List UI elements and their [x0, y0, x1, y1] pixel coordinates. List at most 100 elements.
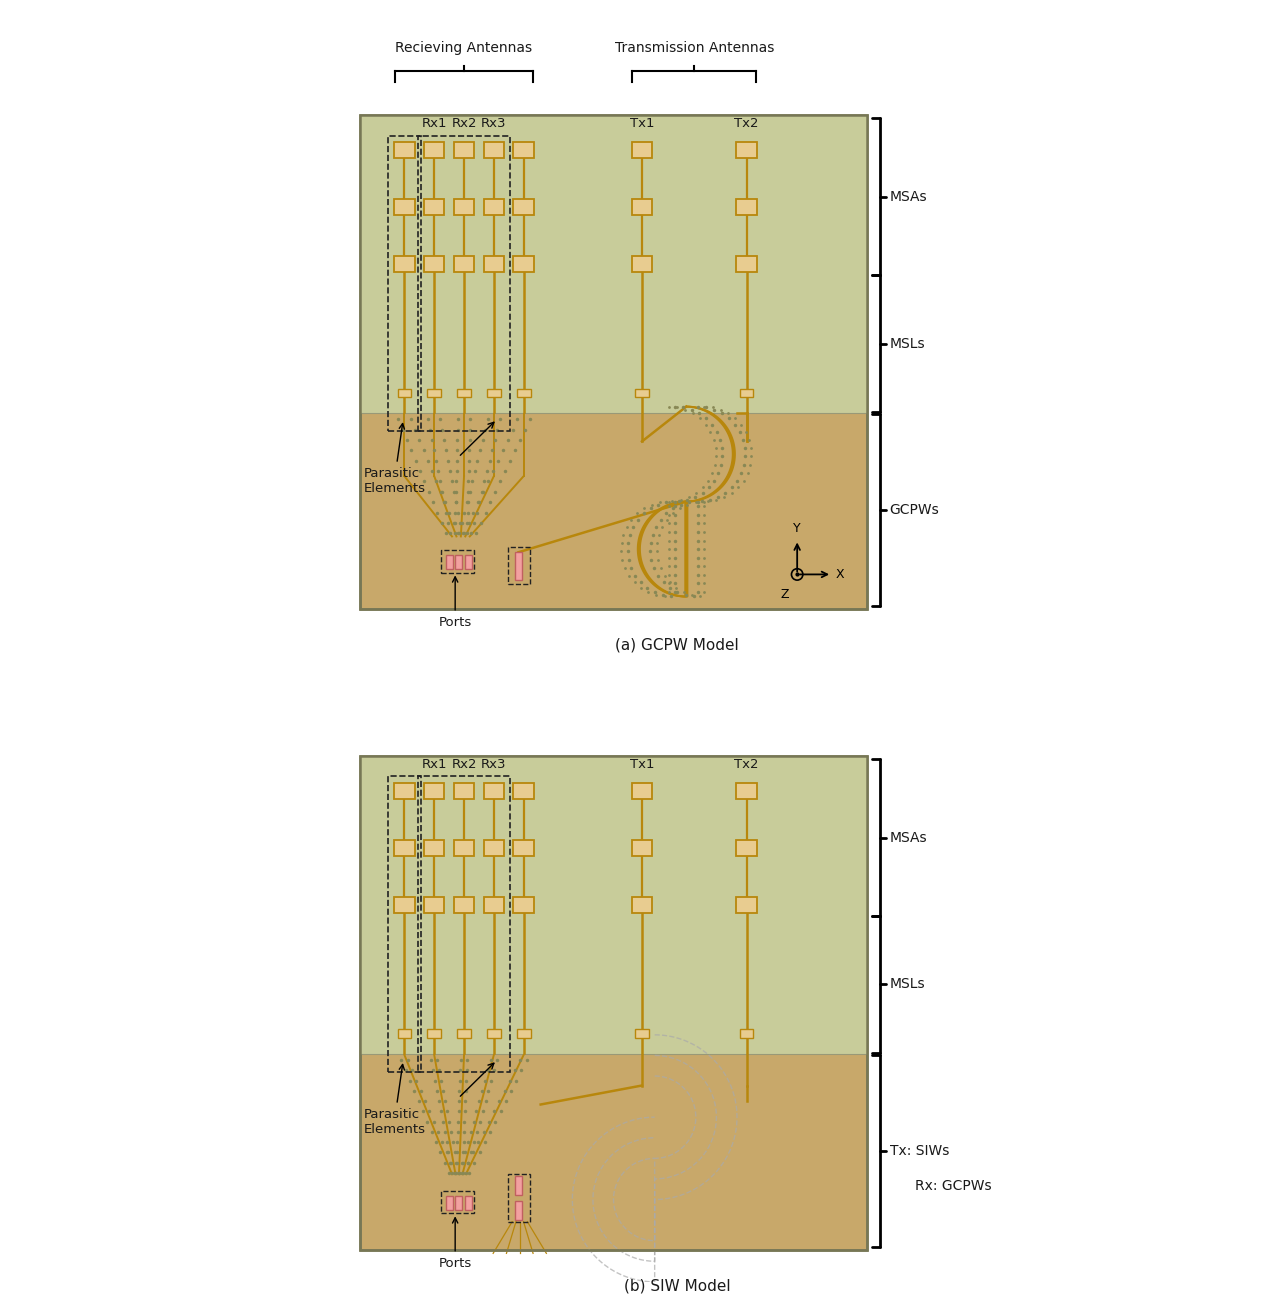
Bar	[455, 840, 474, 857]
Bar	[360, 756, 867, 1054]
Bar	[360, 115, 867, 413]
Bar	[514, 141, 534, 158]
Bar	[516, 1029, 530, 1037]
Bar	[484, 141, 503, 158]
Bar	[514, 840, 534, 857]
Bar	[394, 141, 415, 158]
Text: Rx2: Rx2	[451, 759, 476, 772]
Bar	[428, 388, 442, 396]
Bar	[360, 756, 867, 1250]
Text: MSLs: MSLs	[890, 336, 926, 351]
Bar	[388, 777, 421, 1071]
Text: Ports: Ports	[439, 577, 471, 629]
Bar	[417, 777, 510, 1071]
Bar	[360, 115, 867, 610]
Text: Rx2: Rx2	[451, 118, 476, 131]
Text: Tx1: Tx1	[629, 118, 655, 131]
Bar	[456, 555, 462, 569]
Bar	[736, 897, 756, 913]
Bar	[516, 388, 530, 396]
Bar	[484, 256, 503, 272]
Bar	[636, 1029, 648, 1037]
Bar	[398, 1029, 411, 1037]
Bar	[424, 782, 444, 799]
Bar	[632, 256, 652, 272]
Bar	[736, 199, 756, 216]
Bar	[514, 199, 534, 216]
Text: GCPWs: GCPWs	[890, 504, 940, 517]
Text: Transmission Antennas: Transmission Antennas	[615, 41, 774, 55]
Bar	[507, 547, 530, 583]
Bar	[736, 141, 756, 158]
Bar	[736, 256, 756, 272]
Bar	[456, 1196, 462, 1210]
Bar	[484, 840, 503, 857]
Bar	[446, 555, 453, 569]
Bar	[465, 1196, 473, 1210]
Bar	[394, 256, 415, 272]
Bar	[736, 782, 756, 799]
Text: Parasitic
Elements: Parasitic Elements	[363, 424, 425, 494]
Bar	[457, 1029, 471, 1037]
Bar	[514, 782, 534, 799]
Bar	[394, 897, 415, 913]
Bar	[446, 1196, 453, 1210]
Bar	[632, 199, 652, 216]
Bar	[487, 1029, 501, 1037]
Text: MSLs: MSLs	[890, 977, 926, 991]
Text: Tx1: Tx1	[629, 759, 655, 772]
Text: Rx1: Rx1	[421, 759, 447, 772]
Text: Rx3: Rx3	[482, 118, 507, 131]
Bar	[514, 897, 534, 913]
Bar	[424, 199, 444, 216]
Bar	[394, 840, 415, 857]
Text: Rx3: Rx3	[482, 759, 507, 772]
Bar	[515, 552, 523, 581]
Text: Recieving Antennas: Recieving Antennas	[395, 41, 533, 55]
Bar	[442, 549, 474, 573]
Bar	[740, 388, 754, 396]
Bar	[484, 199, 503, 216]
Text: Y: Y	[794, 522, 801, 535]
Bar	[455, 141, 474, 158]
Bar	[632, 840, 652, 857]
Bar	[388, 136, 421, 430]
Bar	[514, 256, 534, 272]
Text: Rx: GCPWs: Rx: GCPWs	[915, 1179, 991, 1193]
Bar	[424, 141, 444, 158]
Text: (b) SIW Model: (b) SIW Model	[624, 1279, 731, 1294]
Bar	[394, 782, 415, 799]
Bar	[455, 256, 474, 272]
Bar	[487, 388, 501, 396]
Bar	[632, 782, 652, 799]
Bar	[515, 1202, 523, 1220]
Bar	[484, 897, 503, 913]
Text: MSAs: MSAs	[890, 190, 927, 204]
Bar	[484, 782, 503, 799]
Bar	[736, 840, 756, 857]
Bar	[428, 1029, 442, 1037]
Bar	[398, 388, 411, 396]
Bar	[424, 840, 444, 857]
Bar	[424, 897, 444, 913]
Text: Parasitic
Elements: Parasitic Elements	[363, 1065, 425, 1135]
Text: Z: Z	[781, 589, 788, 602]
Text: MSAs: MSAs	[890, 831, 927, 845]
Bar	[455, 897, 474, 913]
Text: Tx2: Tx2	[734, 759, 759, 772]
Bar	[455, 782, 474, 799]
Bar	[465, 555, 473, 569]
Bar	[394, 199, 415, 216]
Bar	[417, 136, 510, 430]
Text: Tx2: Tx2	[734, 118, 759, 131]
Bar	[455, 199, 474, 216]
Text: Ports: Ports	[439, 1218, 471, 1270]
Text: (a) GCPW Model: (a) GCPW Model	[615, 638, 738, 653]
Text: Tx: SIWs: Tx: SIWs	[890, 1144, 949, 1158]
Bar	[457, 388, 471, 396]
Bar	[360, 115, 867, 610]
Bar	[740, 1029, 754, 1037]
Bar	[507, 1175, 530, 1222]
Bar	[360, 756, 867, 1250]
Bar	[442, 1190, 474, 1214]
